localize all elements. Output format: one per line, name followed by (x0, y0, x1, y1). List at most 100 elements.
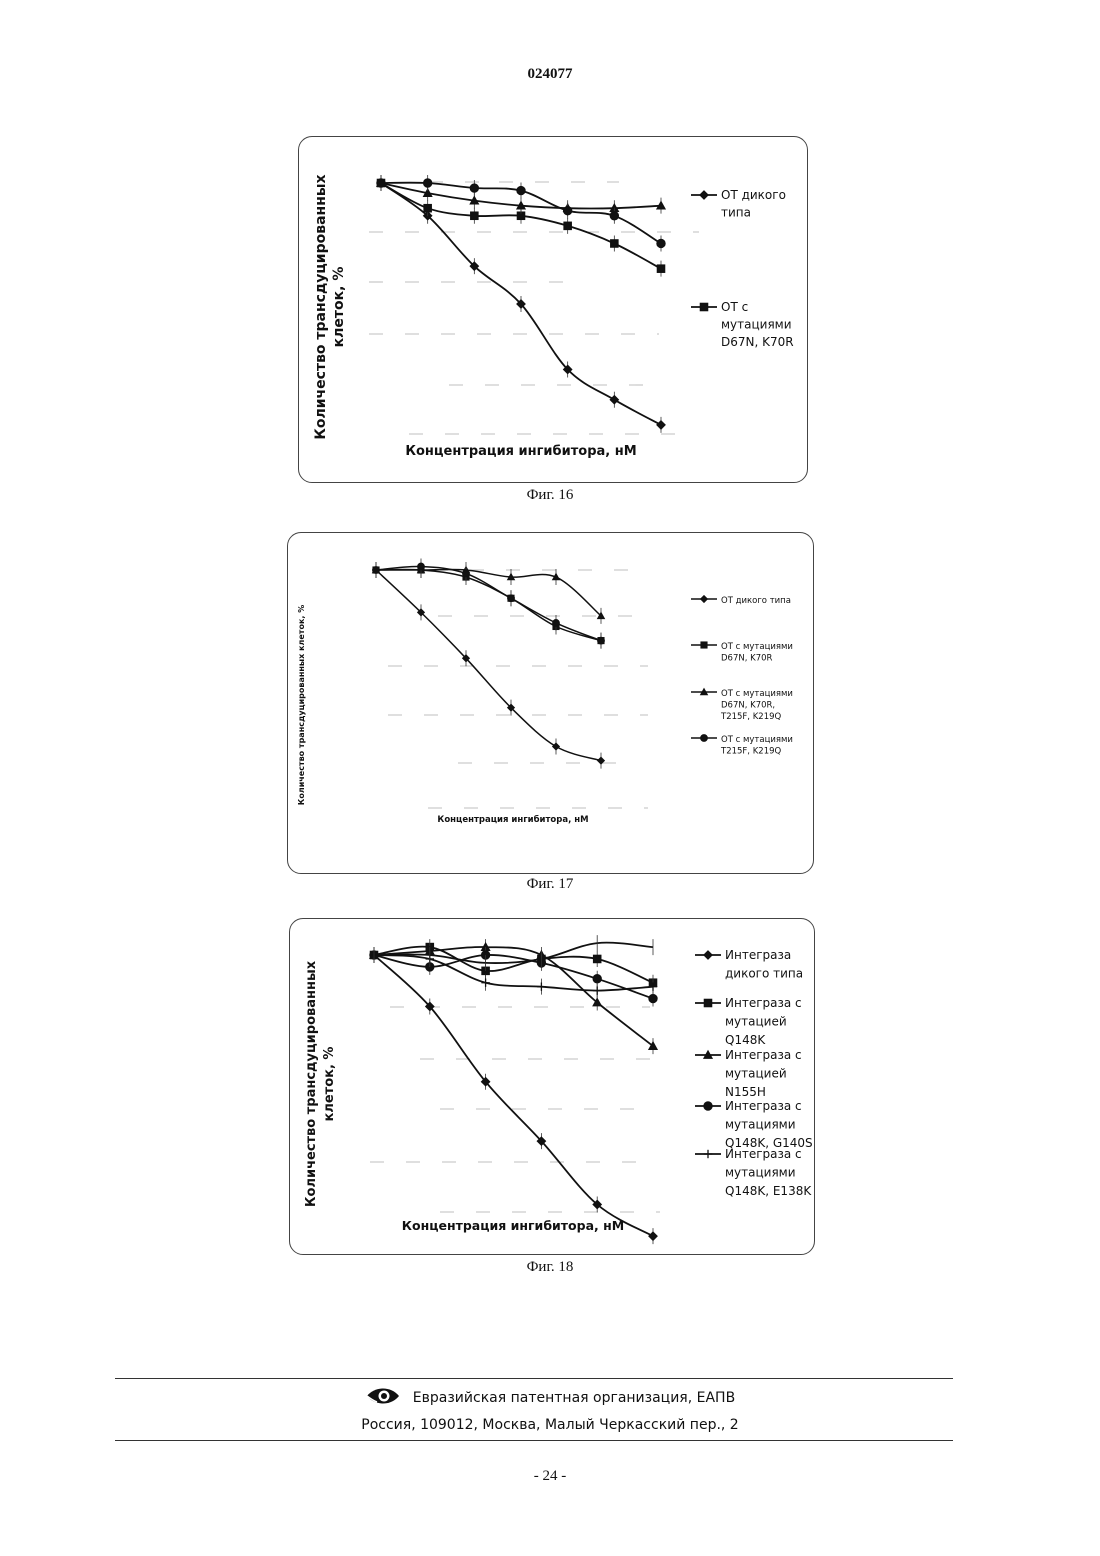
data-point (470, 184, 478, 192)
y-axis-label: клеток, % (322, 1047, 337, 1122)
faint-guide-lines (369, 182, 699, 434)
data-point (471, 212, 479, 220)
x-axis-label: Концентрация ингибитора, нМ (402, 1218, 624, 1233)
legend-label: мутациями (721, 318, 792, 332)
data-point (649, 1232, 657, 1240)
series-1 (370, 947, 657, 1244)
data-point (537, 982, 545, 990)
footer-address: Россия, 109012, Москва, Малый Черкасский… (0, 1417, 1100, 1433)
legend-entry: Интеграза смутациямиQ148K, G140S (695, 1099, 813, 1150)
y-axis-label: клеток, % (331, 267, 347, 348)
figure-18-chart: Количество трансдуцированныхклеток, % Кон… (289, 918, 815, 1255)
faint-guide-lines (388, 570, 648, 808)
footer-rule-top (115, 1378, 953, 1379)
legend-label: T215F, K219Q (720, 712, 782, 722)
data-point (373, 567, 380, 574)
data-point (593, 975, 601, 983)
data-point (610, 212, 618, 220)
series-2 (373, 562, 604, 649)
figure-16-chart: Количество трансдуцированныхклеток, % Кон… (298, 136, 808, 483)
legend-label: ОТ с мутациями (721, 642, 793, 652)
data-point (423, 179, 431, 187)
figure-16-caption: Фиг. 16 (0, 487, 1100, 504)
legend-label: дикого типа (725, 967, 803, 981)
series-line (374, 955, 653, 991)
footer-org-text: Евразийская патентная организация, ЕАПВ (413, 1390, 735, 1406)
data-point (593, 955, 601, 963)
eye-logo-icon (365, 1386, 401, 1410)
data-point (657, 265, 665, 273)
chart-canvas: Количество трансдуцированных клеток, % Ко… (288, 533, 814, 874)
data-point (424, 204, 432, 212)
data-point (610, 396, 618, 404)
legend-entry: Интеграза с мутацией Q148K (695, 996, 802, 1047)
legend-label: Интеграза с (725, 1099, 802, 1113)
data-point (481, 979, 489, 987)
series-line (376, 569, 601, 615)
data-point (463, 570, 470, 577)
series-line (374, 955, 653, 1236)
faint-guide-lines (370, 1007, 660, 1212)
document-number: 024077 (0, 66, 1100, 83)
series-line (376, 569, 601, 640)
series-line (376, 566, 601, 640)
series-4 (373, 558, 605, 648)
figure-18-caption: Фиг. 18 (0, 1259, 1100, 1276)
legend-label: ОТ с мутациями (721, 735, 793, 745)
legend-entry: ОТ с мутациями D67N, K70R,T215F, K219Q (691, 689, 793, 722)
x-axis-label: Концентрация ингибитора, нМ (405, 444, 636, 459)
data-point (657, 239, 665, 247)
data-point (553, 743, 560, 750)
legend-label: ОТ с (721, 300, 748, 314)
y-axis-label: Количество трансдуцированных клеток, % (297, 605, 306, 805)
series-1 (373, 562, 605, 769)
legend-entry: ОТ с мутациями D67N, K70R (691, 300, 794, 349)
legend-label: Q148K, E138K (725, 1184, 812, 1198)
y-axis-label: Количество трансдуцированных (313, 174, 329, 439)
data-point (657, 421, 665, 429)
legend-label: N155H (725, 1085, 766, 1099)
chart-canvas: Количество трансдуцированныхклеток, % Кон… (299, 137, 808, 483)
data-point (593, 986, 601, 994)
page-number: - 24 - (0, 1468, 1100, 1485)
legend-label: Интеграза с (725, 1048, 802, 1062)
figure-17-caption: Фиг. 17 (0, 876, 1100, 893)
legend-label: ОТ дикого (721, 188, 786, 202)
data-point (611, 240, 619, 248)
legend-label: мутацией (725, 1067, 787, 1081)
legend-label: Интеграза с (725, 1147, 802, 1161)
series-3 (373, 562, 605, 624)
legend-label: мутацией (725, 1015, 787, 1029)
legend-label: Интеграза с (725, 996, 802, 1010)
legend-entry: Интеграза с мутацией N155H (695, 1048, 802, 1099)
legend-label: D67N, K70R (721, 654, 773, 664)
data-point (649, 994, 657, 1002)
legend-label: ОТ с мутациями (721, 689, 793, 699)
legend-label: Q148K (725, 1033, 766, 1047)
legend-label: T215F, K219Q (720, 747, 782, 757)
legend-label: Интеграза (725, 948, 791, 962)
figure-17-chart: Количество трансдуцированных клеток, % Ко… (287, 532, 814, 874)
legend-entry: Интеграза дикого типа (695, 948, 803, 981)
x-axis-label: Концентрация ингибитора, нМ (437, 814, 588, 825)
legend-label: типа (721, 206, 751, 220)
data-point (564, 222, 572, 230)
data-point (553, 620, 560, 627)
footer-organization: Евразийская патентная организация, ЕАПВ (0, 1386, 1100, 1410)
legend-entry: ОТ дикого типа (691, 188, 786, 220)
legend-label: D67N, K70R (721, 335, 794, 349)
data-point (598, 637, 605, 644)
legend-label: D67N, K70R, (721, 701, 775, 711)
legend-label: ОТ дикого типа (721, 596, 791, 606)
footer-rule-bottom (115, 1440, 953, 1441)
data-point (508, 595, 515, 602)
legend-label: мутациями (725, 1118, 796, 1132)
legend-entry: ОТ с мутациями T215F, K219Q (691, 735, 793, 757)
legend-entry: Интеграза с мутациями Q148K, E138K (695, 1147, 812, 1198)
legend-entry: ОТ дикого типа (691, 596, 791, 606)
data-point (418, 563, 425, 570)
y-axis-label: Количество трансдуцированных (304, 960, 319, 1207)
legend-label: мутациями (725, 1166, 796, 1180)
data-point (563, 207, 571, 215)
